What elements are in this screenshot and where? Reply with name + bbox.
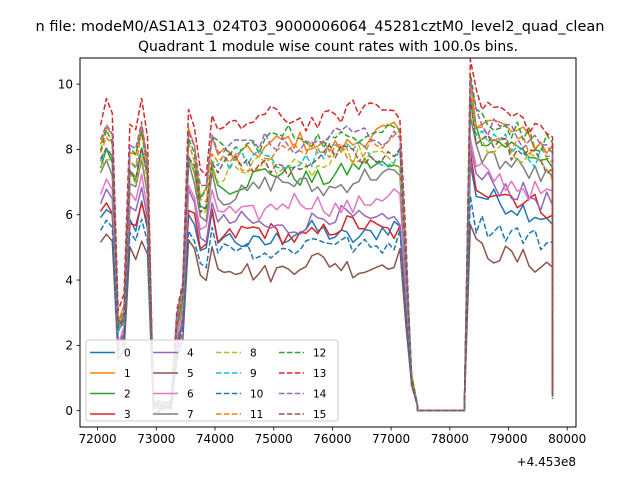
legend-label: 4 [187,347,194,359]
y-tick-label: 6 [65,208,73,222]
legend-item-0: 0 [90,347,131,359]
series-line-8 [99,105,554,412]
legend-frame [85,339,339,422]
x-tick-label: 78000 [431,432,469,446]
series-line-3 [99,151,554,413]
legend-label: 13 [313,368,326,380]
y-tick-label: 0 [65,404,73,418]
x-axis: 72000 73000 74000 75000 76000 77000 78000 79000… [79,427,586,446]
y-tick-label: 8 [65,143,73,157]
chart-title: Quadrant 1 module wise count rates with … [138,39,518,55]
legend-item-10: 10 [216,388,263,400]
legend-label: 0 [124,347,131,359]
legend-item-15: 15 [279,409,326,421]
series-line-14 [99,80,554,412]
legend-item-12: 12 [279,347,326,359]
figure-suptitle: n file: modeM0/AS1A13_024T03_9000006064_… [36,19,605,35]
legend-label: 9 [250,368,257,380]
series-line-11 [99,87,554,412]
x-tick-label: 74000 [196,432,234,446]
legend-item-2: 2 [90,388,131,400]
legend-label: 6 [187,388,194,400]
legend-label: 12 [313,347,326,359]
legend-item-6: 6 [153,388,194,400]
x-tick-label: 76000 [313,432,351,446]
legend-item-8: 8 [216,347,257,359]
legend-item-14: 14 [279,388,327,400]
legend-label: 14 [313,388,327,400]
legend-item-3: 3 [90,409,131,421]
legend-item-7: 7 [153,409,194,421]
series-line-1 [99,76,554,412]
legend-item-9: 9 [216,368,257,380]
y-tick-label: 10 [58,77,73,91]
x-tick-label: 75000 [255,432,293,446]
x-tick-label: 80000 [548,432,586,446]
legend-label: 2 [124,388,131,400]
legend-label: 5 [187,368,194,380]
x-axis-offset-label: +4.453e8 [517,455,576,469]
y-tick-label: 2 [65,339,73,353]
legend-label: 11 [250,409,263,421]
series-line-13 [99,58,554,412]
legend-item-5: 5 [153,368,194,380]
legend-label: 7 [187,409,194,421]
legend-label: 10 [250,388,263,400]
series-line-12 [99,72,554,412]
x-tick-label: 73000 [137,432,175,446]
legend-label: 8 [250,347,257,359]
x-tick-label: 77000 [372,432,410,446]
series-line-6 [99,137,554,412]
y-axis: 0 2 4 6 8 10 [58,77,80,418]
axes-frame [79,57,577,428]
series-line-4 [99,144,554,412]
y-tick-label: 4 [65,273,73,287]
x-tick-label: 72000 [79,432,117,446]
legend-item-4: 4 [153,347,194,359]
legend-label: 15 [313,409,326,421]
legend-item-11: 11 [216,409,263,421]
legend-item-13: 13 [279,368,326,380]
series-line-15 [99,98,554,412]
x-tick-label: 79000 [489,432,527,446]
legend-label: 3 [124,409,131,421]
legend-item-1: 1 [90,368,131,380]
legend-label: 1 [124,368,131,380]
